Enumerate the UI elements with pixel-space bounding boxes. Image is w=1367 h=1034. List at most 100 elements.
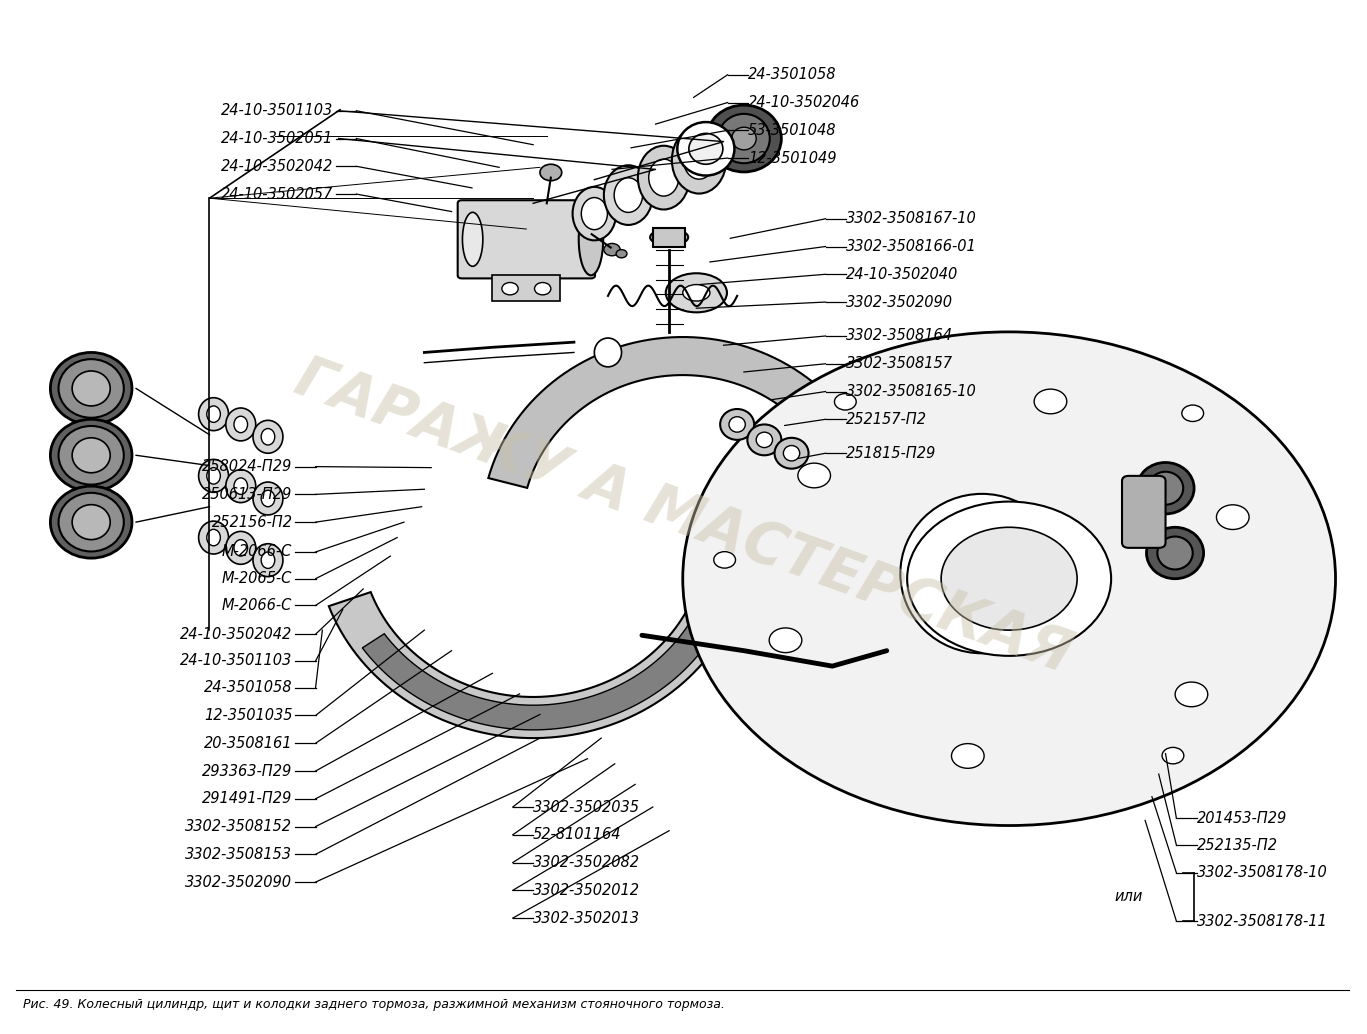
Text: 3302-3508167-10: 3302-3508167-10: [846, 211, 976, 226]
Ellipse shape: [206, 467, 220, 484]
Text: 24-10-3502051: 24-10-3502051: [221, 131, 334, 146]
Circle shape: [617, 249, 627, 257]
Ellipse shape: [253, 544, 283, 577]
Ellipse shape: [783, 446, 800, 461]
Ellipse shape: [51, 420, 133, 491]
Text: 252135-П2: 252135-П2: [1197, 838, 1278, 853]
Ellipse shape: [748, 424, 782, 455]
Text: 24-10-3502046: 24-10-3502046: [748, 95, 860, 110]
Ellipse shape: [1158, 537, 1193, 570]
Circle shape: [951, 743, 984, 768]
Ellipse shape: [198, 398, 228, 430]
Circle shape: [1035, 389, 1066, 414]
Text: 24-10-3502057: 24-10-3502057: [221, 186, 334, 202]
Ellipse shape: [234, 540, 247, 556]
Ellipse shape: [729, 417, 745, 432]
Ellipse shape: [573, 187, 617, 240]
Circle shape: [714, 552, 735, 568]
Text: 252156-П2: 252156-П2: [212, 515, 293, 529]
Circle shape: [798, 463, 831, 488]
Ellipse shape: [72, 371, 111, 406]
Ellipse shape: [198, 521, 228, 554]
Text: 12-3501035: 12-3501035: [204, 708, 293, 723]
Ellipse shape: [651, 230, 688, 245]
Text: 3302-3508152: 3302-3508152: [186, 819, 293, 834]
Text: 252157-П2: 252157-П2: [846, 412, 927, 427]
Ellipse shape: [261, 552, 275, 569]
Ellipse shape: [234, 478, 247, 494]
Ellipse shape: [226, 408, 256, 440]
Ellipse shape: [1147, 527, 1203, 579]
Ellipse shape: [718, 114, 770, 163]
Text: 293363-П29: 293363-П29: [202, 763, 293, 779]
Text: М-2066-С: М-2066-С: [221, 545, 293, 559]
Text: ГАРАЖУ А МАСТЕРСКАЯ: ГАРАЖУ А МАСТЕРСКАЯ: [287, 349, 1079, 685]
Ellipse shape: [261, 490, 275, 507]
Text: 201453-П29: 201453-П29: [1197, 811, 1288, 826]
Ellipse shape: [689, 133, 723, 164]
Text: 3302-3502035: 3302-3502035: [533, 799, 640, 815]
Text: Рис. 49. Колесный цилиндр, щит и колодки заднего тормоза, разжимной механизм сто: Рис. 49. Колесный цилиндр, щит и колодки…: [23, 998, 725, 1010]
Text: 53-3501048: 53-3501048: [748, 123, 837, 138]
Circle shape: [682, 332, 1336, 825]
Text: М-2065-С: М-2065-С: [221, 571, 293, 586]
Ellipse shape: [901, 494, 1064, 653]
Circle shape: [502, 282, 518, 295]
Circle shape: [770, 628, 802, 652]
Polygon shape: [362, 595, 729, 730]
Text: 24-10-3502042: 24-10-3502042: [221, 159, 334, 174]
Text: 3302-3508153: 3302-3508153: [186, 847, 293, 861]
Ellipse shape: [756, 432, 772, 448]
Text: 24-10-3501103: 24-10-3501103: [180, 653, 293, 669]
Polygon shape: [329, 551, 749, 738]
FancyBboxPatch shape: [1122, 476, 1166, 548]
Ellipse shape: [462, 212, 483, 267]
Ellipse shape: [775, 437, 808, 468]
Ellipse shape: [51, 486, 133, 558]
Ellipse shape: [226, 531, 256, 565]
Text: 24-3501058: 24-3501058: [748, 67, 837, 83]
Ellipse shape: [206, 529, 220, 546]
Ellipse shape: [666, 273, 727, 312]
Text: 12-3501049: 12-3501049: [748, 151, 837, 165]
Ellipse shape: [198, 459, 228, 492]
FancyBboxPatch shape: [492, 275, 560, 301]
Text: 3302-3508164: 3302-3508164: [846, 329, 953, 343]
Ellipse shape: [226, 469, 256, 503]
Ellipse shape: [731, 127, 756, 150]
Circle shape: [1182, 405, 1203, 422]
Text: 24-10-3502040: 24-10-3502040: [846, 267, 958, 282]
Text: 250613-П29: 250613-П29: [202, 487, 293, 501]
Circle shape: [534, 282, 551, 295]
Ellipse shape: [614, 178, 642, 212]
Circle shape: [1176, 682, 1208, 706]
Polygon shape: [488, 337, 878, 488]
Circle shape: [834, 394, 856, 410]
Text: 251815-П29: 251815-П29: [846, 446, 936, 461]
Ellipse shape: [253, 482, 283, 515]
Ellipse shape: [707, 105, 782, 172]
Ellipse shape: [72, 437, 111, 473]
Ellipse shape: [51, 353, 133, 424]
Circle shape: [940, 527, 1077, 630]
Ellipse shape: [649, 159, 678, 196]
Text: 3302-3508178-10: 3302-3508178-10: [1197, 865, 1327, 880]
Ellipse shape: [604, 165, 653, 225]
Text: 3302-3502090: 3302-3502090: [846, 295, 953, 309]
Text: 24-3501058: 24-3501058: [204, 680, 293, 695]
Text: 291491-П29: 291491-П29: [202, 791, 293, 807]
Circle shape: [908, 501, 1111, 656]
Ellipse shape: [1148, 472, 1184, 505]
FancyBboxPatch shape: [458, 201, 595, 278]
Ellipse shape: [581, 197, 607, 230]
Text: 3302-3508157: 3302-3508157: [846, 357, 953, 371]
Text: М-2066-С: М-2066-С: [221, 598, 293, 613]
Text: 3302-3502090: 3302-3502090: [186, 875, 293, 889]
Text: 258024-П29: 258024-П29: [202, 459, 293, 475]
Text: 20-3508161: 20-3508161: [204, 736, 293, 751]
Ellipse shape: [253, 421, 283, 453]
Text: 3302-3502082: 3302-3502082: [533, 855, 640, 870]
Circle shape: [1217, 505, 1249, 529]
Circle shape: [540, 164, 562, 181]
Text: 52-8101164: 52-8101164: [533, 827, 622, 843]
